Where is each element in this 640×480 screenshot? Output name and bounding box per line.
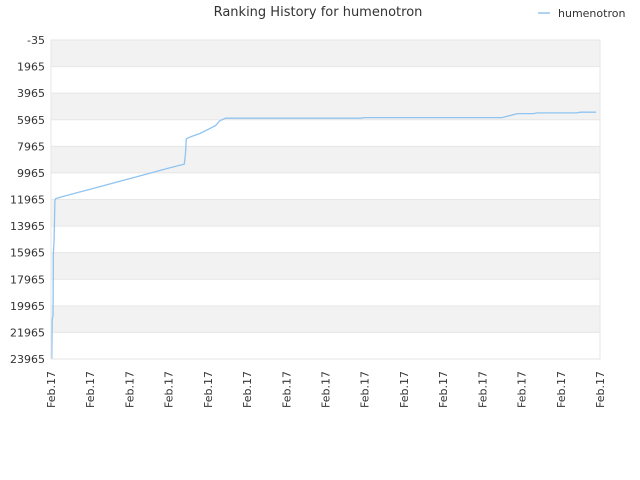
grid-band bbox=[51, 279, 600, 306]
series-line bbox=[51, 111, 597, 360]
x-tick-label: Feb.17 bbox=[123, 371, 136, 408]
y-tick-label: -35 bbox=[27, 34, 45, 47]
chart-title: Ranking History for humenotron bbox=[214, 5, 423, 20]
x-axis-ticks: Feb.17 Feb.17 Feb.17 Feb.17 Feb.17 Feb.17 Feb.… bbox=[45, 371, 607, 408]
grid-band bbox=[51, 252, 600, 280]
y-tick-label: 15965 bbox=[10, 247, 45, 260]
x-tick-label: Feb.17 bbox=[398, 371, 411, 408]
x-tick-label: Feb.17 bbox=[555, 371, 568, 408]
x-tick-label: Feb.17 bbox=[437, 371, 450, 408]
x-tick-label: Feb.17 bbox=[320, 371, 333, 408]
x-tick-label: Feb.17 bbox=[280, 371, 293, 408]
grid-band bbox=[51, 332, 600, 359]
grid-band bbox=[51, 146, 600, 173]
y-tick-label: 21965 bbox=[10, 326, 45, 339]
grid-band bbox=[51, 93, 600, 120]
y-tick-label: 7965 bbox=[17, 140, 45, 153]
grid-band bbox=[51, 172, 600, 200]
grid-band bbox=[51, 305, 600, 333]
y-tick-label: 13965 bbox=[10, 220, 45, 233]
x-tick-label: Feb.17 bbox=[84, 371, 97, 408]
series-layer bbox=[51, 111, 597, 360]
y-tick-label: 5965 bbox=[17, 114, 45, 127]
grid-band bbox=[51, 66, 600, 94]
x-tick-label: Feb.17 bbox=[359, 371, 372, 408]
y-tick-label: 9965 bbox=[17, 167, 45, 180]
grid-band bbox=[51, 226, 600, 253]
x-tick-label: Feb.17 bbox=[45, 371, 58, 408]
legend-label: humenotron bbox=[558, 7, 625, 20]
y-tick-label: 23965 bbox=[10, 353, 45, 366]
y-tick-label: 1965 bbox=[17, 61, 45, 74]
x-tick-label: Feb.17 bbox=[202, 371, 215, 408]
grid-band bbox=[51, 199, 600, 227]
plot-border bbox=[50, 39, 601, 360]
y-tick-label: 3965 bbox=[17, 87, 45, 100]
legend[interactable]: humenotron bbox=[538, 7, 625, 20]
grid-band bbox=[51, 119, 600, 147]
x-tick-label: Feb.17 bbox=[241, 371, 254, 408]
grid-band bbox=[51, 40, 600, 67]
x-tick-label: Feb.17 bbox=[594, 371, 607, 408]
x-tick-label: Feb.17 bbox=[476, 371, 489, 408]
grid-bands bbox=[51, 40, 600, 359]
y-tick-label: 19965 bbox=[10, 300, 45, 313]
x-tick-label: Feb.17 bbox=[516, 371, 529, 408]
y-tick-label: 11965 bbox=[10, 194, 45, 207]
x-tick-label: Feb.17 bbox=[163, 371, 176, 408]
y-axis-ticks: -35 1965 3965 5965 7965 9965 11965 13965 15965 17… bbox=[10, 34, 45, 366]
y-tick-label: 17965 bbox=[10, 273, 45, 286]
